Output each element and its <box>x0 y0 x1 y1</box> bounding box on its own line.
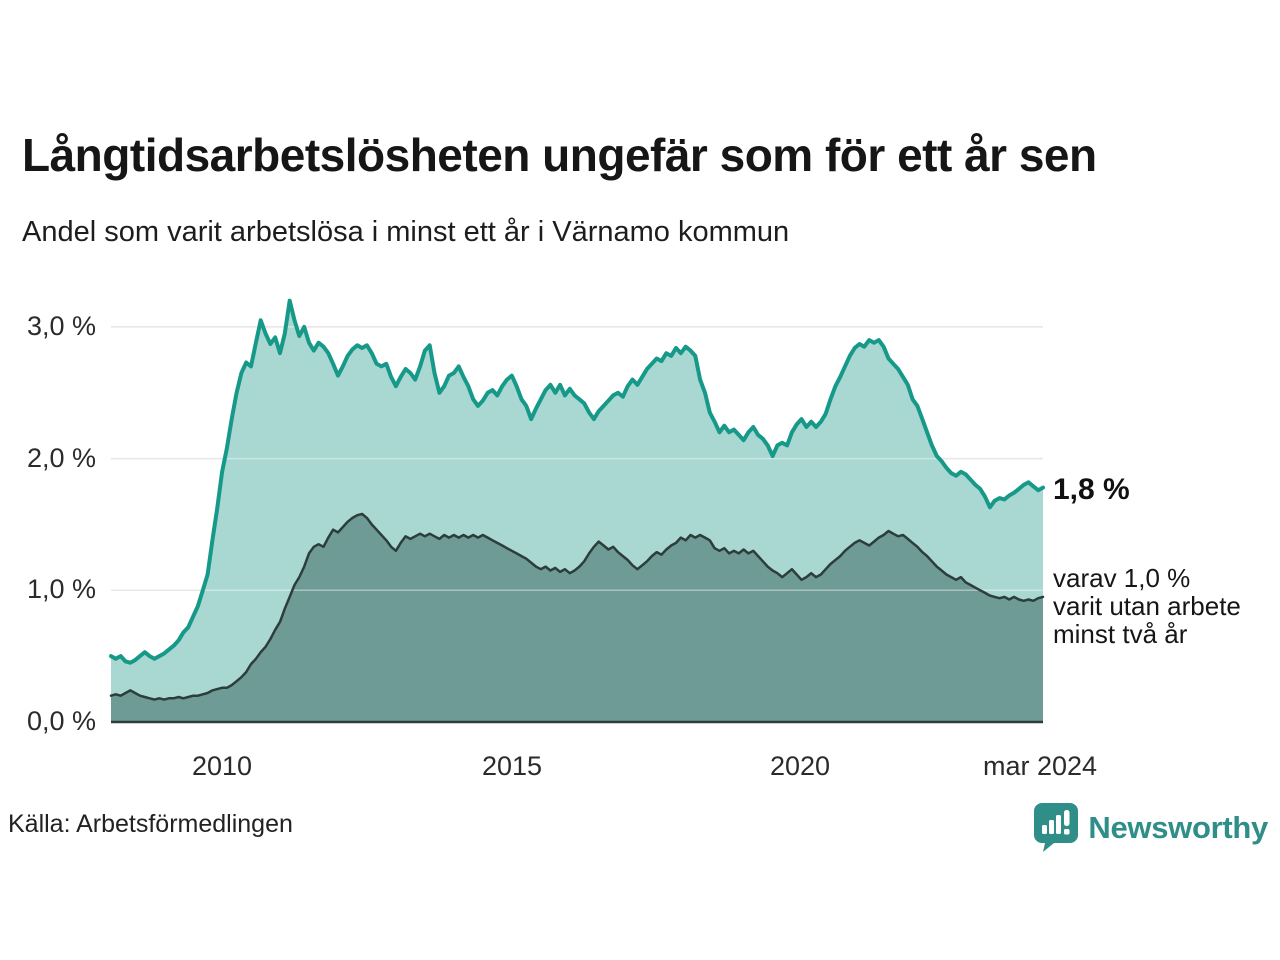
line-Arbetslösa minst ett år <box>109 298 1045 665</box>
y-axis-tick-0: 0,0 % <box>26 706 96 736</box>
secondary-line-2: varit utan arbete <box>1053 591 1241 621</box>
secondary-line-1: varav 1,0 % <box>1053 563 1191 593</box>
source-note: Källa: Arbetsförmedlingen <box>8 810 293 838</box>
x-axis-tick-2020: 2020 <box>769 751 831 781</box>
area-Arbetslösa minst två år <box>111 513 1043 722</box>
area-Arbetslösa minst ett år <box>111 300 1043 722</box>
y-axis-tick-3: 3,0 % <box>26 311 96 341</box>
newsworthy-bubble-icon <box>1034 803 1079 852</box>
y-axis-tick-2: 2,0 % <box>26 443 96 473</box>
y-axis-tick-1: 1,0 % <box>26 574 96 604</box>
secondary-value-label: varav 1,0 % varit utan arbete minst två … <box>1053 564 1241 648</box>
line-Arbetslösa minst två år <box>109 512 1045 701</box>
newsworthy-logo: Newsworthy <box>1034 803 1268 852</box>
page-subtitle: Andel som varit arbetslösa i minst ett å… <box>22 216 790 248</box>
x-axis-tick-mar-2024: mar 2024 <box>982 751 1098 781</box>
x-axis-tick-2015: 2015 <box>481 751 543 781</box>
secondary-line-3: minst två år <box>1053 619 1188 649</box>
latest-value-label: 1,8 % <box>1053 473 1130 506</box>
newsworthy-logo-text: Newsworthy <box>1088 809 1268 845</box>
x-axis-tick-2010: 2010 <box>191 751 253 781</box>
page-title: Långtidsarbetslösheten ungefär som för e… <box>22 129 1097 181</box>
